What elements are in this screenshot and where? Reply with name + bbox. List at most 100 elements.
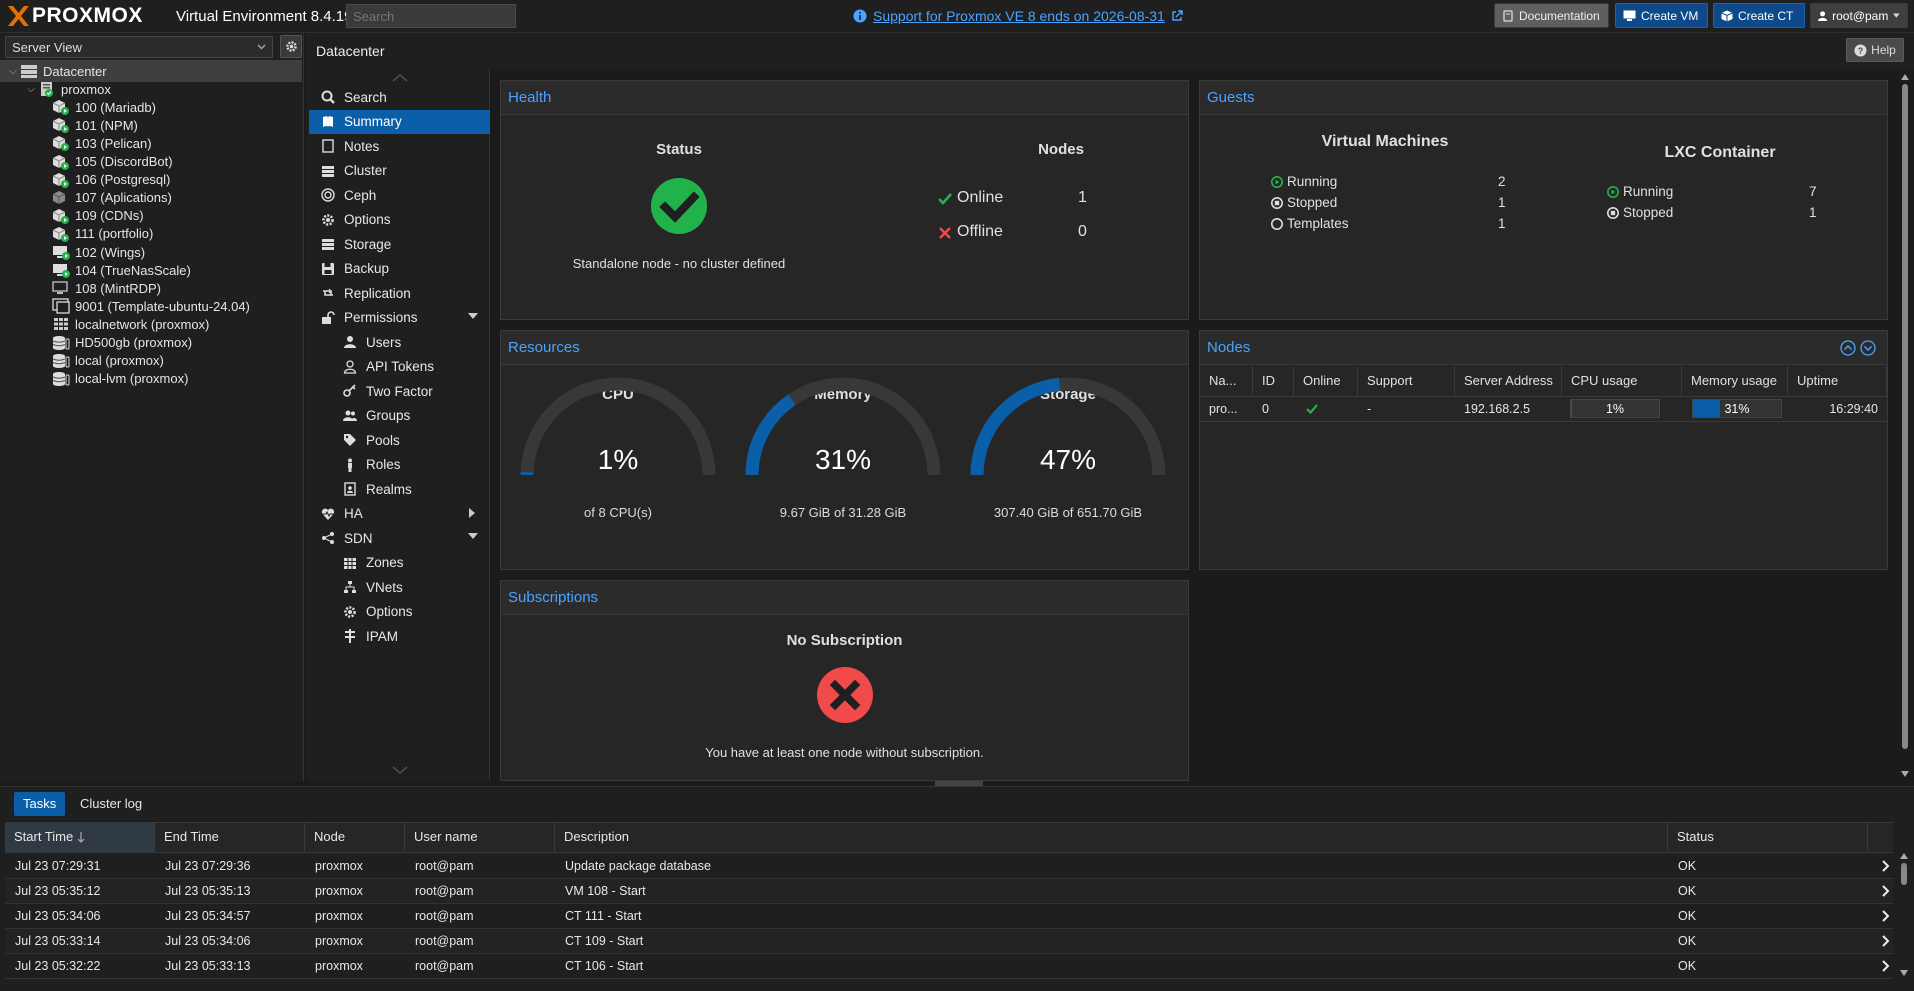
task-column-header[interactable]: Status — [1668, 822, 1868, 852]
user-menu-button[interactable]: root@pam — [1810, 3, 1908, 28]
tree-item[interactable]: 111 (portfolio) — [0, 223, 153, 245]
server-view-select[interactable]: Server View — [5, 36, 273, 58]
menu-item-realms[interactable]: Realms — [309, 477, 490, 501]
tree-item[interactable]: 104 (TrueNasScale) — [0, 259, 191, 281]
tree-item[interactable]: ⌵ Datacenter — [0, 60, 302, 82]
tree-item[interactable]: HD500gb (proxmox) — [0, 332, 192, 354]
tab-cluster-log[interactable]: Cluster log — [80, 796, 143, 811]
create-vm-button[interactable]: Create VM — [1615, 3, 1708, 28]
menu-item-zones[interactable]: Zones — [309, 551, 490, 575]
nodes-column-header[interactable]: Na... — [1200, 366, 1253, 396]
expand-caret-icon[interactable] — [468, 533, 478, 539]
menu-item-replication[interactable]: Replication — [309, 281, 490, 305]
scroll-down-icon[interactable] — [1900, 970, 1908, 976]
task-column-header[interactable]: Start Time — [5, 822, 155, 852]
menu-item-permissions[interactable]: Permissions — [309, 306, 490, 330]
menu-item-two-factor[interactable]: Two Factor — [309, 379, 490, 403]
task-column-header[interactable]: Description — [555, 822, 1668, 852]
tree-item[interactable]: local-lvm (proxmox) — [0, 368, 188, 390]
nodes-column-header[interactable]: CPU usage — [1562, 366, 1682, 396]
tree-item[interactable]: 9001 (Template-ubuntu-24.04) — [0, 295, 250, 317]
menu-item-cluster[interactable]: Cluster — [309, 159, 490, 183]
tree-item[interactable]: 108 (MintRDP) — [0, 277, 161, 299]
menu-item-summary[interactable]: Summary — [309, 109, 490, 134]
expand-toggle-icon[interactable]: ⌵ — [9, 65, 17, 77]
nodes-column-header[interactable]: ID — [1253, 366, 1294, 396]
menu-item-ipam[interactable]: IPAM — [309, 624, 490, 648]
task-row[interactable]: Jul 23 07:29:31 Jul 23 07:29:36 proxmox roo… — [5, 854, 1893, 879]
task-detail-button[interactable] — [1882, 885, 1890, 897]
tree-item[interactable]: 101 (NPM) — [0, 114, 138, 136]
health-panel: Health Status Standalone node - no clust… — [500, 80, 1189, 320]
task-detail-button[interactable] — [1882, 935, 1890, 947]
menu-item-users[interactable]: Users — [309, 330, 490, 354]
proxmox-logo[interactable]: PROXMOX — [6, 4, 143, 28]
nodes-column-header[interactable]: Online — [1294, 366, 1358, 396]
expand-caret-icon[interactable] — [469, 507, 475, 518]
expand-caret-icon[interactable] — [468, 312, 478, 319]
tree-item[interactable]: 106 (Postgresql) — [0, 169, 170, 191]
splitter-handle[interactable] — [935, 781, 983, 786]
nodes-column-header[interactable]: Memory usage — [1682, 366, 1788, 396]
menu-item-ha[interactable]: HA — [309, 502, 490, 526]
tree-settings-button[interactable] — [280, 35, 302, 58]
menu-item-storage[interactable]: Storage — [309, 232, 490, 256]
collapse-all-icon[interactable] — [1840, 340, 1856, 356]
menu-item-ceph[interactable]: Ceph — [309, 183, 490, 207]
caret-down-icon — [468, 312, 478, 319]
expand-toggle-icon[interactable]: ⌵ — [27, 83, 35, 95]
tree-item[interactable]: local (proxmox) — [0, 350, 164, 372]
task-column-header[interactable]: Node — [305, 822, 405, 852]
task-detail-button[interactable] — [1882, 910, 1890, 922]
content-scrollbar[interactable] — [1900, 74, 1910, 780]
nodes-column-header[interactable]: Uptime — [1788, 366, 1887, 396]
task-detail-button[interactable] — [1882, 860, 1890, 872]
nodes-column-header[interactable]: Server Address — [1455, 366, 1562, 396]
menu-item-vnets[interactable]: VNets — [309, 575, 490, 599]
tree-item[interactable]: ⌵ proxmox — [0, 78, 111, 100]
scroll-up-icon[interactable] — [1900, 853, 1908, 859]
task-detail-button[interactable] — [1882, 960, 1890, 972]
tree-item[interactable]: 100 (Mariadb) — [0, 96, 156, 118]
support-link[interactable]: Support for Proxmox VE 8 ends on 2026-08… — [853, 8, 1183, 24]
menu-scroll-up-icon[interactable] — [392, 74, 408, 82]
create-ct-button[interactable]: Create CT — [1713, 3, 1805, 28]
menu-item-options[interactable]: Options — [309, 208, 490, 232]
nodes-column-header[interactable]: Support — [1358, 366, 1455, 396]
scroll-down-icon[interactable] — [1901, 771, 1909, 777]
task-row[interactable]: Jul 23 05:33:14 Jul 23 05:34:06 proxmox roo… — [5, 929, 1893, 954]
task-column-header[interactable]: User name — [405, 822, 555, 852]
task-row[interactable]: Jul 23 05:32:22 Jul 23 05:33:13 proxmox roo… — [5, 954, 1893, 979]
node-row[interactable]: pro... 0 - 192.168.2.5 1% 31% 16:29:40 — [1200, 396, 1887, 422]
tree-item[interactable]: 105 (DiscordBot) — [0, 151, 173, 173]
tree-item[interactable]: 109 (CDNs) — [0, 205, 144, 227]
scroll-up-icon[interactable] — [1901, 74, 1909, 80]
menu-item-groups[interactable]: Groups — [309, 404, 490, 428]
help-button[interactable]: ? Help — [1846, 38, 1904, 62]
menu-item-sdn[interactable]: SDN — [309, 526, 490, 550]
expand-all-icon[interactable] — [1860, 340, 1876, 356]
gear-icon — [285, 41, 297, 52]
scroll-thumb[interactable] — [1902, 84, 1908, 749]
documentation-button[interactable]: Documentation — [1494, 3, 1609, 28]
task-row[interactable]: Jul 23 05:34:06 Jul 23 05:34:57 proxmox roo… — [5, 904, 1893, 929]
tree-item[interactable]: 102 (Wings) — [0, 241, 145, 263]
tree-item[interactable]: 103 (Pelican) — [0, 132, 152, 154]
menu-item-api-tokens[interactable]: API Tokens — [309, 355, 490, 379]
tree-item[interactable]: 107 (Aplications) — [0, 187, 172, 209]
menu-item-pools[interactable]: Pools — [309, 428, 490, 452]
menu-item-options[interactable]: Options — [309, 600, 490, 624]
search-input[interactable] — [346, 4, 516, 28]
tree-item[interactable]: localnetwork (proxmox) — [0, 313, 209, 335]
task-row[interactable]: Jul 23 05:35:12 Jul 23 05:35:13 proxmox roo… — [5, 879, 1893, 904]
task-column-header[interactable]: End Time — [155, 822, 305, 852]
tab-tasks[interactable]: Tasks — [14, 792, 66, 816]
menu-item-roles[interactable]: Roles — [309, 453, 490, 477]
menu-scroll-down-icon[interactable] — [392, 766, 408, 774]
vm-running-icon — [53, 246, 70, 260]
tasks-scrollbar[interactable] — [1898, 853, 1910, 983]
scroll-thumb[interactable] — [1901, 863, 1907, 885]
menu-item-notes[interactable]: Notes — [309, 134, 490, 158]
menu-item-search[interactable]: Search — [309, 85, 490, 109]
menu-item-backup[interactable]: Backup — [309, 257, 490, 281]
